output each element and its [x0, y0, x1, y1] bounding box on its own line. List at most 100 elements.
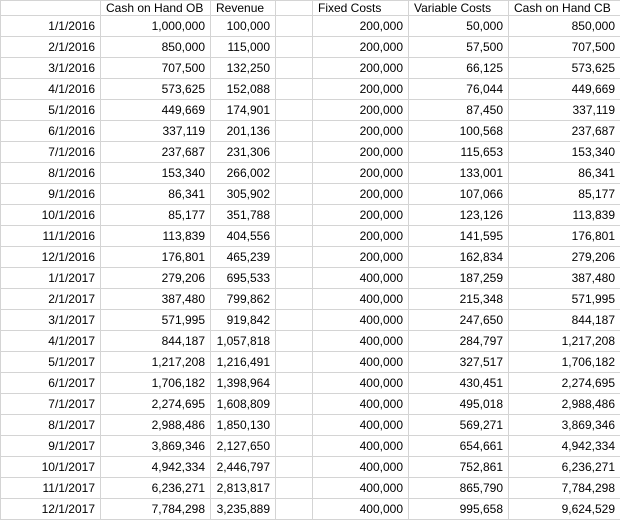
empty-cell[interactable]	[275, 393, 313, 415]
value-cell[interactable]: 200,000	[312, 204, 409, 226]
date-cell[interactable]: 1/1/2017	[0, 267, 101, 289]
value-cell[interactable]: 174,901	[210, 99, 276, 121]
date-cell[interactable]: 12/1/2017	[0, 498, 101, 520]
value-cell[interactable]: 85,177	[100, 204, 211, 226]
date-cell[interactable]: 5/1/2017	[0, 351, 101, 373]
value-cell[interactable]: 573,625	[100, 78, 211, 100]
value-cell[interactable]: 995,658	[408, 498, 509, 520]
date-cell[interactable]: 9/1/2016	[0, 183, 101, 205]
value-cell[interactable]: 752,861	[408, 456, 509, 478]
value-cell[interactable]: 1,850,130	[210, 414, 276, 436]
empty-cell[interactable]	[275, 477, 313, 499]
value-cell[interactable]: 107,066	[408, 183, 509, 205]
date-cell[interactable]: 9/1/2017	[0, 435, 101, 457]
value-cell[interactable]: 3,869,346	[100, 435, 211, 457]
empty-cell[interactable]	[275, 498, 313, 520]
value-cell[interactable]: 2,274,695	[508, 372, 620, 394]
date-cell[interactable]: 5/1/2016	[0, 99, 101, 121]
value-cell[interactable]: 2,988,486	[100, 414, 211, 436]
date-cell[interactable]: 12/1/2016	[0, 246, 101, 268]
value-cell[interactable]: 1,000,000	[100, 15, 211, 37]
column-header-revenue[interactable]: Revenue	[210, 0, 276, 16]
empty-cell[interactable]	[275, 267, 313, 289]
date-cell[interactable]: 11/1/2017	[0, 477, 101, 499]
value-cell[interactable]: 200,000	[312, 78, 409, 100]
date-cell[interactable]: 4/1/2016	[0, 78, 101, 100]
column-header-spacer[interactable]	[275, 0, 313, 16]
value-cell[interactable]: 1,217,208	[100, 351, 211, 373]
value-cell[interactable]: 1,608,809	[210, 393, 276, 415]
value-cell[interactable]: 3,235,889	[210, 498, 276, 520]
value-cell[interactable]: 3,869,346	[508, 414, 620, 436]
value-cell[interactable]: 200,000	[312, 120, 409, 142]
value-cell[interactable]: 152,088	[210, 78, 276, 100]
value-cell[interactable]: 573,625	[508, 57, 620, 79]
value-cell[interactable]: 337,119	[508, 99, 620, 121]
value-cell[interactable]: 654,661	[408, 435, 509, 457]
column-header-fixed-costs[interactable]: Fixed Costs	[312, 0, 409, 16]
value-cell[interactable]: 76,044	[408, 78, 509, 100]
value-cell[interactable]: 9,624,529	[508, 498, 620, 520]
date-cell[interactable]: 3/1/2016	[0, 57, 101, 79]
empty-cell[interactable]	[275, 120, 313, 142]
date-cell[interactable]: 8/1/2016	[0, 162, 101, 184]
value-cell[interactable]: 449,669	[508, 78, 620, 100]
value-cell[interactable]: 400,000	[312, 414, 409, 436]
value-cell[interactable]: 850,000	[508, 15, 620, 37]
value-cell[interactable]: 707,500	[100, 57, 211, 79]
value-cell[interactable]: 850,000	[100, 36, 211, 58]
value-cell[interactable]: 279,206	[100, 267, 211, 289]
value-cell[interactable]: 400,000	[312, 477, 409, 499]
date-cell[interactable]: 3/1/2017	[0, 309, 101, 331]
value-cell[interactable]: 237,687	[100, 141, 211, 163]
empty-cell[interactable]	[275, 183, 313, 205]
column-header-cash-on-hand-ob[interactable]: Cash on Hand OB	[100, 0, 211, 16]
value-cell[interactable]: 1,057,818	[210, 330, 276, 352]
value-cell[interactable]: 231,306	[210, 141, 276, 163]
column-header-cash-on-hand-cb[interactable]: Cash on Hand CB	[508, 0, 620, 16]
empty-cell[interactable]	[275, 99, 313, 121]
column-header-date[interactable]	[0, 0, 101, 16]
value-cell[interactable]: 141,595	[408, 225, 509, 247]
value-cell[interactable]: 247,650	[408, 309, 509, 331]
value-cell[interactable]: 387,480	[508, 267, 620, 289]
value-cell[interactable]: 113,839	[100, 225, 211, 247]
value-cell[interactable]: 2,274,695	[100, 393, 211, 415]
date-cell[interactable]: 7/1/2016	[0, 141, 101, 163]
value-cell[interactable]: 200,000	[312, 36, 409, 58]
value-cell[interactable]: 4,942,334	[508, 435, 620, 457]
date-cell[interactable]: 4/1/2017	[0, 330, 101, 352]
value-cell[interactable]: 865,790	[408, 477, 509, 499]
date-cell[interactable]: 10/1/2016	[0, 204, 101, 226]
value-cell[interactable]: 4,942,334	[100, 456, 211, 478]
value-cell[interactable]: 7,784,298	[100, 498, 211, 520]
value-cell[interactable]: 404,556	[210, 225, 276, 247]
value-cell[interactable]: 115,653	[408, 141, 509, 163]
value-cell[interactable]: 200,000	[312, 246, 409, 268]
value-cell[interactable]: 465,239	[210, 246, 276, 268]
empty-cell[interactable]	[275, 351, 313, 373]
value-cell[interactable]: 449,669	[100, 99, 211, 121]
date-cell[interactable]: 2/1/2017	[0, 288, 101, 310]
value-cell[interactable]: 6,236,271	[100, 477, 211, 499]
value-cell[interactable]: 200,000	[312, 141, 409, 163]
value-cell[interactable]: 387,480	[100, 288, 211, 310]
value-cell[interactable]: 400,000	[312, 372, 409, 394]
empty-cell[interactable]	[275, 414, 313, 436]
date-cell[interactable]: 8/1/2017	[0, 414, 101, 436]
value-cell[interactable]: 100,568	[408, 120, 509, 142]
value-cell[interactable]: 2,127,650	[210, 435, 276, 457]
value-cell[interactable]: 695,533	[210, 267, 276, 289]
value-cell[interactable]: 86,341	[508, 162, 620, 184]
value-cell[interactable]: 1,216,491	[210, 351, 276, 373]
empty-cell[interactable]	[275, 162, 313, 184]
value-cell[interactable]: 176,801	[100, 246, 211, 268]
empty-cell[interactable]	[275, 330, 313, 352]
value-cell[interactable]: 400,000	[312, 351, 409, 373]
value-cell[interactable]: 327,517	[408, 351, 509, 373]
value-cell[interactable]: 200,000	[312, 225, 409, 247]
empty-cell[interactable]	[275, 15, 313, 37]
value-cell[interactable]: 2,813,817	[210, 477, 276, 499]
empty-cell[interactable]	[275, 204, 313, 226]
value-cell[interactable]: 400,000	[312, 393, 409, 415]
